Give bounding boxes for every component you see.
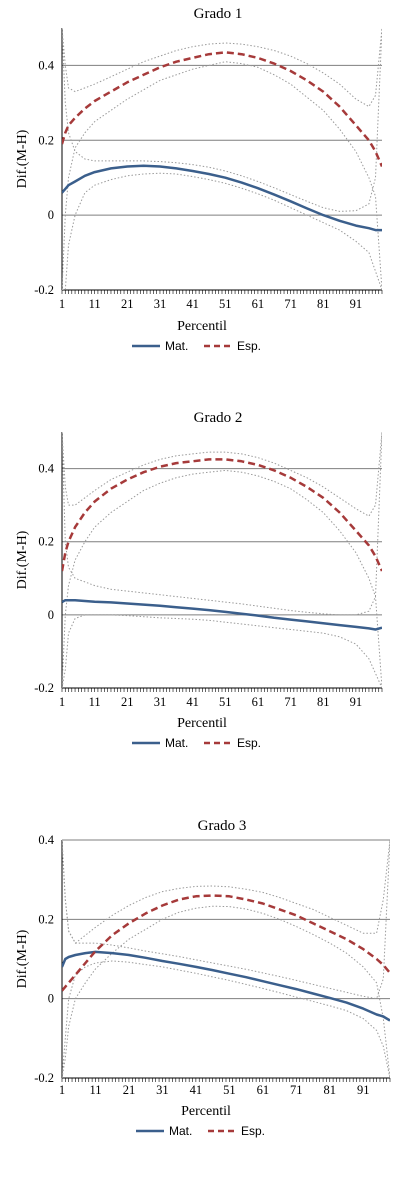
x-tick-label: 71: [284, 297, 297, 311]
x-tick-label: 41: [186, 695, 199, 709]
legend: Mat. Esp.: [132, 736, 261, 750]
series-line-mat: [62, 598, 382, 631]
chart-panel-3: Grado 3-0.200.20.41 11 21 31 41 51 61 71 81 91Per…: [15, 818, 391, 1138]
series-line-mat: [62, 950, 390, 1022]
legend-label: Esp.: [237, 736, 261, 750]
legend-label: Mat.: [165, 736, 188, 750]
x-tick-label: 81: [324, 1083, 337, 1097]
band-upper-esp: [62, 28, 382, 108]
band-lower-esp: [62, 61, 382, 290]
x-tick-label: 1: [59, 297, 65, 311]
y-tick-label: 0.2: [38, 535, 54, 549]
y-axis-label: Dif.(M-H): [15, 530, 30, 589]
band-lower-esp: [62, 469, 382, 688]
band-upper-mat: [62, 28, 382, 212]
x-tick-label: 51: [219, 695, 232, 709]
x-tick-label: 81: [317, 297, 330, 311]
legend: Mat. Esp.: [132, 339, 261, 353]
x-tick-label: 71: [284, 695, 297, 709]
chart-title: Grado 2: [194, 410, 243, 426]
x-tick-label: 71: [290, 1083, 303, 1097]
x-tick-label: 61: [257, 1083, 270, 1097]
plot-area: [62, 432, 382, 688]
legend-label: Esp.: [241, 1124, 265, 1138]
x-tick-label: 41: [186, 297, 199, 311]
x-tick-label: 91: [357, 1083, 370, 1097]
chart-panel-1: Grado 1-0.200.20.41 11 21 31 41 51 61 71 81 91Per…: [15, 6, 383, 353]
x-tick-label: 21: [123, 1083, 136, 1097]
x-tick-label: 51: [223, 1083, 236, 1097]
legend: Mat. Esp.: [136, 1124, 265, 1138]
legend-label: Esp.: [237, 339, 261, 353]
x-tick-label: 31: [156, 1083, 169, 1097]
y-tick-label: 0.2: [38, 912, 54, 926]
x-tick-label: 11: [89, 695, 101, 709]
x-tick-label: 91: [350, 297, 363, 311]
band-upper-esp: [62, 840, 390, 944]
x-tick-label: 41: [190, 1083, 203, 1097]
x-tick-label: 51: [219, 297, 232, 311]
x-tick-label: 91: [350, 695, 363, 709]
band-upper-mat: [62, 432, 382, 616]
x-tick-label: 31: [154, 297, 167, 311]
plot-area: [62, 840, 390, 1078]
legend-label: Mat.: [169, 1124, 192, 1138]
x-axis-label: Percentil: [177, 319, 227, 334]
y-tick-label: -0.2: [34, 283, 54, 297]
y-tick-label: 0: [48, 208, 54, 222]
x-tick-label: 81: [317, 695, 330, 709]
y-tick-label: -0.2: [34, 1071, 54, 1085]
x-tick-label: 11: [89, 1083, 101, 1097]
chart-title: Grado 1: [194, 6, 243, 22]
series-line-esp: [62, 51, 382, 167]
y-tick-label: 0: [48, 992, 54, 1006]
y-tick-label: 0: [48, 608, 54, 622]
y-tick-label: 0.4: [38, 833, 54, 847]
x-tick-label: 21: [121, 297, 134, 311]
chart-title: Grado 3: [198, 818, 247, 834]
plot-area: [62, 28, 382, 290]
y-tick-label: -0.2: [34, 681, 54, 695]
x-tick-label: 61: [252, 297, 265, 311]
x-tick-label: 1: [59, 695, 65, 709]
x-tick-label: 1: [59, 1083, 65, 1097]
y-tick-label: 0.4: [38, 462, 54, 476]
x-tick-label: 11: [89, 297, 101, 311]
band-lower-mat: [62, 614, 382, 688]
band-lower-mat: [62, 960, 390, 1078]
y-axis-label: Dif.(M-H): [15, 929, 30, 988]
band-upper-esp: [62, 432, 382, 517]
series-line-esp: [62, 894, 390, 992]
legend-label: Mat.: [165, 339, 188, 353]
x-tick-label: 31: [154, 695, 167, 709]
series-line-esp: [62, 458, 382, 572]
band-lower-esp: [62, 905, 390, 1078]
y-tick-label: 0.2: [38, 133, 54, 147]
chart-panel-2: Grado 2-0.200.20.41 11 21 31 41 51 61 71 81 91Per…: [15, 410, 383, 750]
x-tick-label: 61: [252, 695, 265, 709]
band-lower-mat: [62, 172, 382, 290]
x-tick-label: 21: [121, 695, 134, 709]
series-line-mat: [62, 164, 382, 232]
y-tick-label: 0.4: [38, 58, 54, 72]
x-axis-label: Percentil: [181, 1104, 231, 1119]
y-axis-label: Dif.(M-H): [15, 129, 30, 188]
x-axis-label: Percentil: [177, 716, 227, 731]
